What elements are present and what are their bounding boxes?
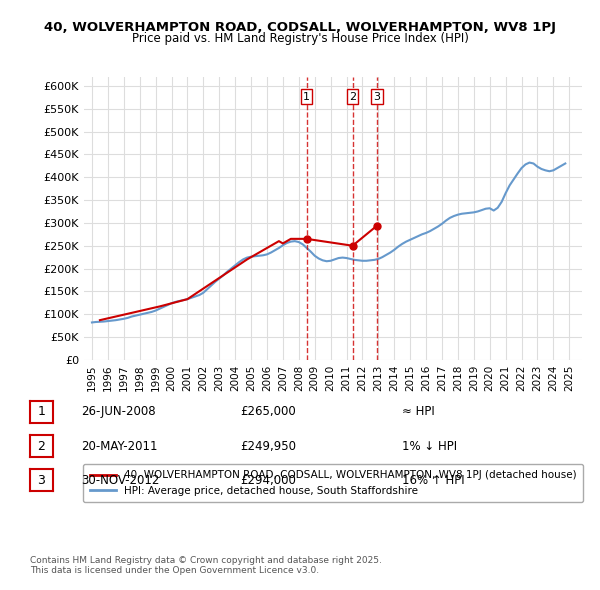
Text: 1: 1 <box>303 91 310 101</box>
Text: 1: 1 <box>37 405 46 418</box>
Text: 2: 2 <box>349 91 356 101</box>
Text: 26-JUN-2008: 26-JUN-2008 <box>81 405 155 418</box>
Text: 20-MAY-2011: 20-MAY-2011 <box>81 440 157 453</box>
Text: Contains HM Land Registry data © Crown copyright and database right 2025.
This d: Contains HM Land Registry data © Crown c… <box>30 556 382 575</box>
Text: 2: 2 <box>37 440 46 453</box>
Text: Price paid vs. HM Land Registry's House Price Index (HPI): Price paid vs. HM Land Registry's House … <box>131 32 469 45</box>
Text: ≈ HPI: ≈ HPI <box>402 405 435 418</box>
Text: 1% ↓ HPI: 1% ↓ HPI <box>402 440 457 453</box>
Text: 30-NOV-2012: 30-NOV-2012 <box>81 474 160 487</box>
Legend: 40, WOLVERHAMPTON ROAD, CODSALL, WOLVERHAMPTON, WV8 1PJ (detached house), HPI: A: 40, WOLVERHAMPTON ROAD, CODSALL, WOLVERH… <box>83 464 583 502</box>
Text: 16% ↑ HPI: 16% ↑ HPI <box>402 474 464 487</box>
Text: £294,000: £294,000 <box>240 474 296 487</box>
Text: 3: 3 <box>37 474 46 487</box>
Text: 3: 3 <box>374 91 380 101</box>
Text: 40, WOLVERHAMPTON ROAD, CODSALL, WOLVERHAMPTON, WV8 1PJ: 40, WOLVERHAMPTON ROAD, CODSALL, WOLVERH… <box>44 21 556 34</box>
Text: £265,000: £265,000 <box>240 405 296 418</box>
Text: £249,950: £249,950 <box>240 440 296 453</box>
